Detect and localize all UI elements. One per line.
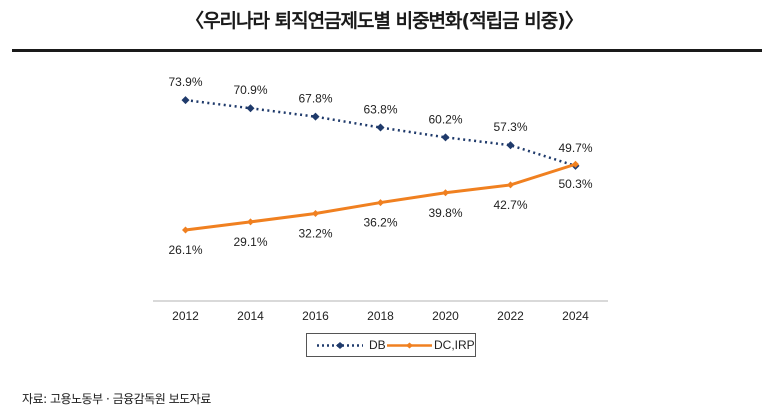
data-point-marker [442,189,449,197]
data-label: 57.3% [493,120,527,134]
legend-label-db: DB [369,338,386,352]
data-point-marker [572,160,579,168]
data-label: 49.7% [558,141,592,155]
data-label: 50.3% [558,177,592,191]
data-point-marker [441,133,450,142]
x-tick-label: 2014 [237,309,264,323]
legend-db-marker-icon [336,342,344,349]
x-tick-label: 2024 [562,309,589,323]
x-tick-label: 2020 [432,309,459,323]
x-tick-label: 2022 [497,309,524,323]
data-point-marker [182,226,189,234]
data-point-marker [507,181,514,189]
data-label: 32.2% [298,226,332,240]
data-label: 26.1% [168,243,202,257]
data-label: 29.1% [233,235,267,249]
data-label: 60.2% [428,112,462,126]
series-db: 73.9% 70.9% 67.8% 63.8% 60.2% 57.3% 49.7% [168,75,593,170]
data-label: 67.8% [298,92,332,106]
x-tick-label: 2018 [367,309,394,323]
data-point-marker [376,123,385,132]
legend-label-dc-irp: DC,IRP [434,338,475,352]
series-dc-irp: 26.1% 29.1% 32.2% 36.2% 39.8% 42.7% 50.3% [168,160,593,257]
legend-dc-marker-icon [406,342,413,349]
data-point-marker [181,96,190,105]
data-label: 63.8% [363,103,397,117]
data-label: 73.9% [168,75,202,89]
data-label: 36.2% [363,216,397,230]
legend: DB DC,IRP [306,333,476,357]
x-tick-label: 2016 [302,309,329,323]
data-label: 39.8% [428,206,462,220]
source-note: 자료: 고용노동부 · 금융감독원 보도자료 [22,392,211,406]
data-label: 70.9% [233,83,267,97]
data-point-marker [246,104,255,113]
data-point-marker [311,112,320,121]
chart-title: 〈우리나라 퇴직연금제도별 비중변화(적립금 비중)〉 [185,10,584,32]
data-point-marker [247,218,254,226]
data-point-marker [377,199,384,207]
x-tick-label: 2012 [172,309,199,323]
data-point-marker [312,209,319,217]
data-point-marker [506,141,515,150]
title-divider [12,49,762,52]
x-tick-labels: 2012 2014 2016 2018 2020 2022 2024 [172,309,589,323]
data-label: 42.7% [493,198,527,212]
